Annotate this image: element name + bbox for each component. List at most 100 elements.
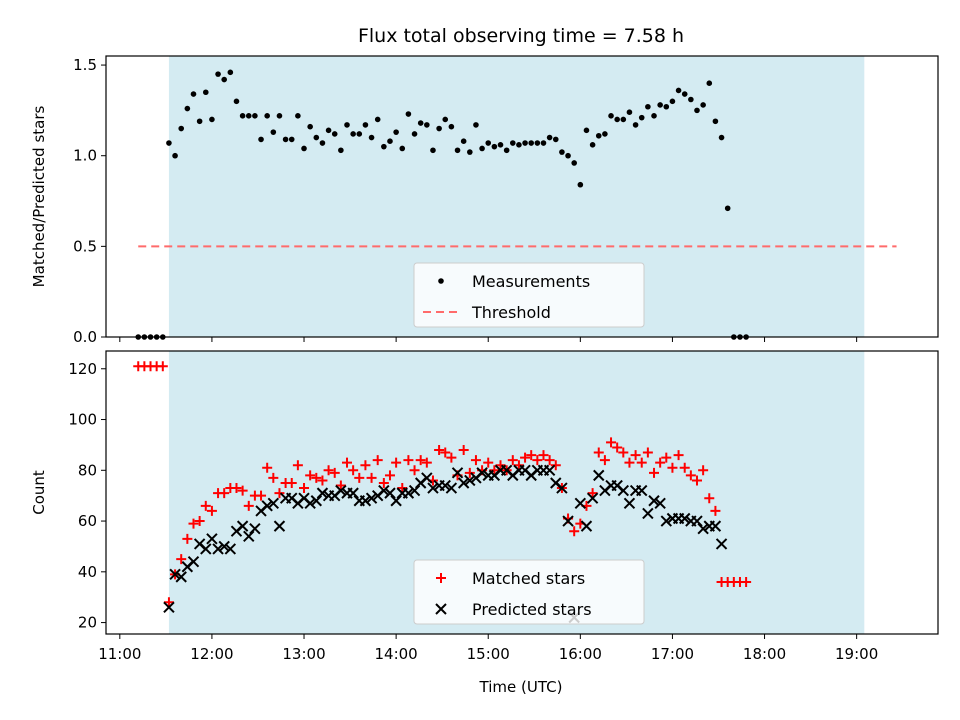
measurement-point bbox=[172, 152, 178, 159]
x-tick-label: 12:00 bbox=[190, 645, 233, 663]
predicted-star-point bbox=[408, 484, 421, 497]
measurement-point bbox=[239, 113, 246, 119]
matched-star-point bbox=[372, 455, 383, 466]
matched-star-point bbox=[415, 455, 426, 466]
predicted-star-point bbox=[660, 515, 673, 527]
predicted-star-point bbox=[697, 522, 709, 535]
matched-star-point bbox=[544, 455, 555, 466]
matched-star-point bbox=[470, 455, 481, 466]
measurement-point bbox=[540, 140, 547, 146]
matched-star-point bbox=[311, 472, 322, 483]
measurement-point bbox=[663, 103, 670, 110]
matched-star-point bbox=[348, 465, 359, 476]
matched-star-point bbox=[243, 500, 254, 511]
measurement-point bbox=[589, 142, 596, 148]
measurement-point bbox=[374, 116, 381, 123]
y-tick-label: 0.0 bbox=[73, 328, 97, 346]
measurement-point bbox=[522, 140, 528, 146]
predicted-star-point bbox=[427, 482, 439, 494]
measurement-point bbox=[252, 113, 258, 119]
measurement-point bbox=[602, 131, 608, 137]
measurement-point bbox=[184, 105, 191, 112]
matched-star-point bbox=[237, 485, 248, 496]
matched-star-point bbox=[483, 457, 494, 468]
measurement-point bbox=[350, 131, 356, 137]
measurement-point bbox=[467, 149, 473, 155]
measurement-point bbox=[485, 140, 492, 146]
x-tick-label: 15:00 bbox=[467, 645, 510, 663]
measurement-point bbox=[227, 69, 234, 76]
predicted-star-point bbox=[543, 464, 556, 476]
matched-star-point bbox=[489, 465, 500, 476]
matched-star-point bbox=[587, 488, 598, 499]
predicted-star-point bbox=[261, 500, 273, 512]
predicted-star-point bbox=[378, 484, 390, 497]
measurement-point bbox=[700, 102, 706, 108]
measurement-point bbox=[288, 136, 295, 143]
measurement-point bbox=[534, 140, 541, 146]
matched-star-point bbox=[360, 460, 371, 471]
measurement-point bbox=[209, 116, 215, 123]
measurement-point bbox=[215, 71, 221, 77]
matched-star-point bbox=[685, 470, 696, 481]
matched-star-point bbox=[550, 460, 561, 471]
legend-label: Threshold bbox=[471, 303, 551, 322]
matched-star-point bbox=[612, 442, 623, 453]
matched-star-point bbox=[317, 475, 328, 486]
y-tick-label: 20 bbox=[78, 614, 97, 632]
legend-box bbox=[413, 262, 645, 328]
predicted-star-point bbox=[476, 467, 488, 479]
x-tick-label: 17:00 bbox=[651, 645, 694, 663]
predicted-star-point bbox=[304, 497, 316, 509]
matched-star-point bbox=[409, 465, 420, 476]
predicted-star-point bbox=[562, 515, 574, 527]
measurement-point bbox=[233, 98, 240, 105]
measurement-point bbox=[565, 152, 571, 159]
measurement-point bbox=[270, 129, 277, 135]
predicted-star-point bbox=[169, 568, 181, 581]
matched-star-point bbox=[384, 470, 395, 481]
matched-star-point bbox=[440, 447, 451, 458]
matched-star-point bbox=[194, 516, 205, 527]
matched-star-point bbox=[206, 505, 217, 516]
matched-star-point bbox=[274, 488, 285, 499]
measurement-point bbox=[626, 109, 633, 115]
matched-star-point bbox=[176, 554, 187, 565]
ratio-legend: Measurements Threshold bbox=[413, 262, 645, 328]
measurement-point bbox=[368, 134, 375, 141]
measurement-point bbox=[276, 113, 283, 119]
predicted-star-point bbox=[580, 520, 593, 532]
x-tick-label: 11:00 bbox=[98, 645, 141, 663]
measurement-point bbox=[393, 129, 399, 135]
matched-star-point bbox=[391, 457, 402, 468]
matched-star-point bbox=[464, 467, 475, 478]
measurement-point bbox=[718, 134, 725, 141]
measurement-point bbox=[202, 89, 209, 96]
matched-star-point bbox=[606, 437, 617, 448]
measurement-point bbox=[313, 134, 320, 141]
legend-marker-measurements bbox=[438, 278, 444, 284]
predicted-star-point bbox=[236, 520, 249, 532]
matched-star-point bbox=[630, 450, 641, 461]
measurement-point bbox=[620, 116, 627, 123]
measurement-point bbox=[190, 91, 197, 97]
measurement-point bbox=[264, 113, 270, 119]
measurement-point bbox=[669, 98, 676, 105]
legend-label: Matched stars bbox=[472, 569, 585, 588]
measurement-point bbox=[509, 140, 516, 146]
predicted-star-point bbox=[439, 479, 451, 492]
measurement-point bbox=[651, 113, 657, 119]
predicted-star-point bbox=[715, 538, 728, 550]
measurement-point bbox=[301, 145, 307, 152]
legend-marker-matched bbox=[436, 573, 446, 583]
matched-star-point bbox=[513, 460, 524, 471]
ratio-x-ticks bbox=[119, 337, 858, 342]
measurement-point bbox=[645, 103, 651, 110]
matched-star-point bbox=[618, 447, 629, 458]
matched-star-point bbox=[231, 483, 242, 494]
measurement-point bbox=[387, 138, 393, 145]
matched-star-point bbox=[323, 465, 334, 476]
predicted-star-point bbox=[224, 543, 237, 555]
x-tick-label: 18:00 bbox=[743, 645, 786, 663]
